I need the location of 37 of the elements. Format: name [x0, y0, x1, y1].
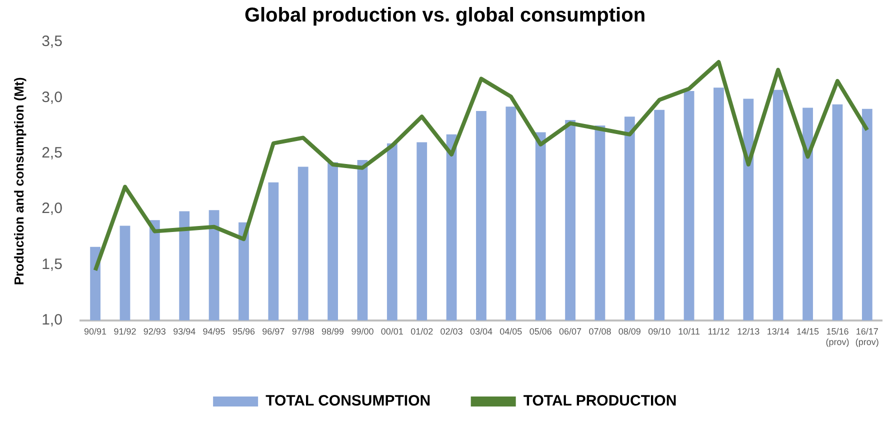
x-tick-label: 12/13 — [737, 326, 760, 336]
x-tick-label: 09/10 — [648, 326, 671, 336]
x-tick-label: 95/96 — [232, 326, 255, 336]
x-tick-label: 98/99 — [322, 326, 344, 336]
x-tick-label: 10/11 — [678, 326, 700, 336]
y-tick-label: 3,0 — [42, 88, 62, 106]
x-tick-label: 90/91 — [84, 326, 107, 336]
y-tick-label: 2,5 — [42, 144, 62, 162]
x-tick-label: 01/02 — [410, 326, 434, 336]
x-tick-label: 96/97 — [262, 326, 285, 336]
y-tick-label: 3,5 — [42, 33, 62, 50]
x-tick-label: 99/00 — [351, 326, 374, 336]
x-tick-label: 11/12 — [708, 326, 730, 336]
x-tick-label: 08/09 — [618, 326, 641, 336]
y-axis-title: Production and consumption (Mt) — [11, 77, 26, 286]
x-tick-label: 04/05 — [500, 326, 522, 336]
x-tick-label: 92/93 — [143, 326, 166, 336]
x-tick-label: 03/04 — [470, 326, 492, 336]
x-tick-label: 00/01 — [380, 326, 404, 336]
legend-label: TOTAL CONSUMPTION — [266, 392, 431, 410]
chart-title: Global production vs. global consumption — [244, 4, 646, 27]
x-tick-label: 94/95 — [202, 326, 226, 336]
x-tick-label: 15/16 (prov) — [826, 326, 850, 348]
x-tick-label: 91/92 — [114, 326, 136, 336]
x-tick-label: 14/15 — [796, 326, 820, 336]
y-tick-label: 2,0 — [42, 200, 62, 218]
x-tick-label: 16/17 (prov) — [855, 326, 879, 348]
x-tick-label: 13/14 — [766, 326, 790, 336]
x-tick-label: 05/06 — [529, 326, 552, 336]
x-tick-label: 97/98 — [292, 326, 314, 336]
y-tick-label: 1,5 — [42, 256, 62, 273]
legend-label: TOTAL PRODUCTION — [523, 392, 677, 410]
x-tick-label: 93/94 — [173, 326, 196, 336]
x-tick-label: 06/07 — [559, 326, 582, 336]
x-tick-label: 07/08 — [588, 326, 612, 336]
y-tick-label: 1,0 — [42, 312, 62, 329]
x-tick-label: 02/03 — [440, 326, 463, 336]
